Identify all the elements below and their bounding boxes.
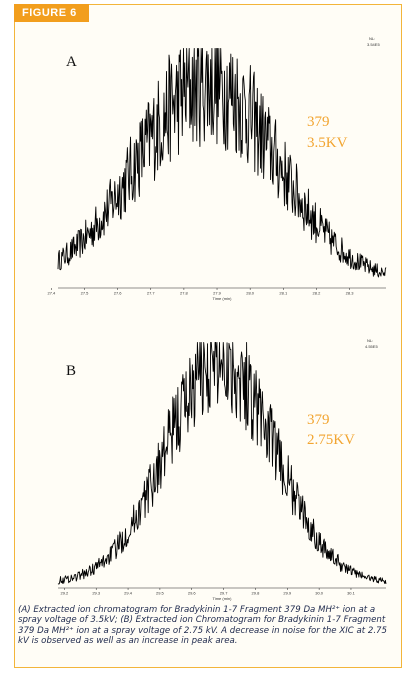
panel-b-nl-value: 4.55E5 bbox=[365, 344, 378, 349]
x-tick-label: 29.5 bbox=[156, 591, 165, 596]
x-tick-label: 27.8 bbox=[180, 291, 189, 296]
x-tick-label: 30.0 bbox=[315, 591, 324, 596]
x-tick-label: 29.3 bbox=[92, 591, 101, 596]
panel-a-letter: A bbox=[66, 54, 77, 70]
x-tick-label: 27.4 bbox=[47, 291, 56, 296]
panel-a-mass-annotation: 379 bbox=[307, 114, 330, 130]
panel-b-voltage-annotation: 2.75KV bbox=[307, 432, 355, 448]
x-tick-label: 28.2 bbox=[313, 291, 322, 296]
panel-a-nl-value: 3.54E5 bbox=[367, 42, 380, 47]
panel-a: A NL: 3.54E5 379 3.5KV 27.4 27.5 27.6 27.7 2… bbox=[47, 36, 387, 301]
x-tick-label: 29.7 bbox=[220, 591, 229, 596]
panel-b-mass-annotation: 379 bbox=[307, 412, 330, 428]
x-tick-label: 29.2 bbox=[60, 591, 69, 596]
panel-a-trace bbox=[57, 47, 387, 278]
x-tick-label: 29.4 bbox=[124, 591, 133, 596]
panel-b-trace bbox=[57, 342, 387, 585]
x-tick-label: 27.5 bbox=[81, 291, 90, 296]
panel-a-voltage-annotation: 3.5KV bbox=[307, 135, 348, 151]
x-tick-label: 27.6 bbox=[114, 291, 123, 296]
panel-b-x-label: Time (min) bbox=[213, 596, 233, 601]
panel-a-nl-label: NL: bbox=[369, 36, 375, 41]
panel-b: B NL: 4.55E5 379 2.75KV 29.2 29.3 29.4 29.5… bbox=[57, 338, 387, 601]
x-tick-label: 30.1 bbox=[347, 591, 356, 596]
panel-b-letter: B bbox=[66, 363, 76, 379]
panel-b-nl-label: NL: bbox=[367, 338, 373, 343]
x-tick-label: 29.8 bbox=[252, 591, 261, 596]
figure-label: FIGURE 6 bbox=[14, 4, 89, 22]
x-tick-label: 28.1 bbox=[279, 291, 288, 296]
x-tick-label: 27.7 bbox=[147, 291, 156, 296]
x-tick-label: 28.0 bbox=[246, 291, 255, 296]
panel-a-ticks: 27.4 27.5 27.6 27.7 27.8 27.9 28.0 28.1 28.2 28.3 bbox=[47, 288, 354, 296]
x-tick-label: 29.9 bbox=[283, 591, 292, 596]
panel-a-x-label: Time (min) bbox=[213, 296, 233, 301]
x-tick-label: 27.9 bbox=[213, 291, 222, 296]
panel-b-ticks: 29.2 29.3 29.4 29.5 29.6 29.7 29.8 29.9 30.0 30.1 bbox=[60, 588, 356, 596]
x-tick-label: 28.3 bbox=[346, 291, 355, 296]
x-tick-label: 29.6 bbox=[188, 591, 197, 596]
figure-caption: (A) Extracted ion chromatogram for Brady… bbox=[18, 605, 387, 647]
